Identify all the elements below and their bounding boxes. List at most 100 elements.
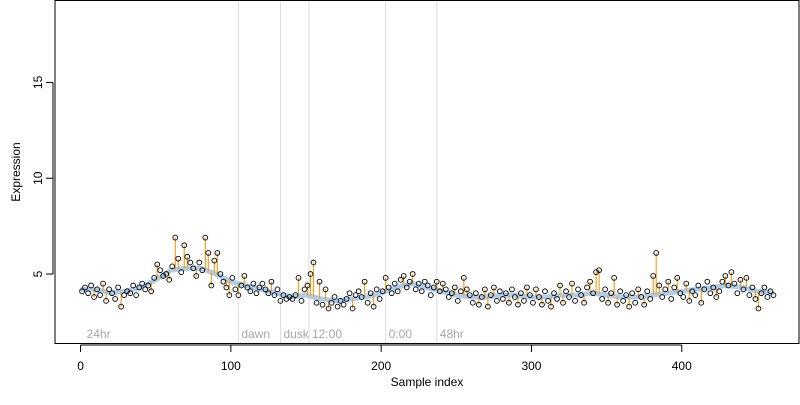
data-point-218 xyxy=(734,290,741,297)
data-point-158 xyxy=(554,296,560,302)
data-point-45 xyxy=(214,250,221,256)
data-point-83 xyxy=(328,299,335,306)
data-point-183 xyxy=(629,290,636,297)
data-point-156 xyxy=(548,303,554,310)
data-point-28 xyxy=(163,271,170,277)
data-point-197 xyxy=(671,284,678,291)
data-point-143 xyxy=(509,286,515,293)
data-point-38 xyxy=(193,273,200,279)
data-point-37 xyxy=(190,265,197,272)
data-point-152 xyxy=(536,294,542,300)
data-point-44 xyxy=(211,257,218,264)
x-tick-label-3: 300 xyxy=(521,359,541,373)
data-point-204 xyxy=(692,292,699,298)
data-point-29 xyxy=(166,276,173,283)
data-point-149 xyxy=(527,292,533,298)
data-point-225 xyxy=(755,305,762,312)
data-point-8 xyxy=(103,297,109,304)
data-point-90 xyxy=(349,305,356,312)
data-point-175 xyxy=(605,299,611,306)
data-point-40 xyxy=(199,267,206,274)
data-point-62 xyxy=(265,290,272,297)
data-point-151 xyxy=(533,286,539,293)
data-point-139 xyxy=(497,288,503,295)
data-point-0 xyxy=(79,288,85,295)
data-point-93 xyxy=(358,294,365,300)
data-point-53 xyxy=(238,282,245,289)
data-point-186 xyxy=(638,294,645,300)
data-point-81 xyxy=(322,286,329,293)
x-axis-title: Sample index xyxy=(391,375,464,389)
data-point-6 xyxy=(97,292,103,298)
data-point-96 xyxy=(367,290,374,297)
data-point-136 xyxy=(488,292,494,298)
data-point-206 xyxy=(698,299,705,306)
data-point-12 xyxy=(115,284,121,291)
data-point-39 xyxy=(196,259,203,266)
data-point-210 xyxy=(710,284,717,291)
data-point-74 xyxy=(301,286,308,293)
data-point-18 xyxy=(133,292,140,298)
data-point-108 xyxy=(403,284,410,291)
data-point-126 xyxy=(457,288,464,295)
data-point-214 xyxy=(722,273,729,279)
data-point-132 xyxy=(476,301,482,308)
data-point-223 xyxy=(749,284,756,291)
data-point-131 xyxy=(472,290,479,297)
data-point-73 xyxy=(298,297,305,304)
data-point-138 xyxy=(494,297,500,304)
data-point-157 xyxy=(551,290,557,297)
data-point-174 xyxy=(602,286,608,293)
data-point-144 xyxy=(512,294,518,300)
data-point-177 xyxy=(611,274,617,281)
data-points-layer xyxy=(79,234,777,312)
data-point-47 xyxy=(220,278,227,285)
data-point-173 xyxy=(599,296,605,302)
data-point-146 xyxy=(518,290,524,297)
data-point-133 xyxy=(479,294,485,300)
data-point-67 xyxy=(280,292,287,298)
data-point-161 xyxy=(563,288,569,295)
data-point-94 xyxy=(361,278,368,285)
data-point-98 xyxy=(373,286,380,293)
data-point-154 xyxy=(542,288,548,295)
data-point-120 xyxy=(439,280,446,287)
y-tick-label-1: 10 xyxy=(31,171,45,185)
data-point-105 xyxy=(394,288,401,295)
data-point-187 xyxy=(641,301,648,308)
data-point-13 xyxy=(118,303,124,310)
data-point-192 xyxy=(656,282,663,289)
data-point-56 xyxy=(247,288,254,295)
y-axis: 5 10 15 xyxy=(31,75,54,277)
data-point-25 xyxy=(154,261,161,268)
data-point-135 xyxy=(485,303,491,310)
data-point-82 xyxy=(325,305,332,312)
data-point-109 xyxy=(406,278,413,285)
data-point-134 xyxy=(482,286,488,293)
marker-label-3: 12:00 xyxy=(312,327,342,341)
data-point-42 xyxy=(205,250,212,256)
data-point-150 xyxy=(530,299,536,306)
residual-lines-layer xyxy=(93,237,760,309)
data-point-137 xyxy=(491,284,497,291)
data-point-11 xyxy=(112,296,118,302)
data-point-51 xyxy=(232,286,239,293)
data-point-160 xyxy=(560,299,566,306)
marker-label-5: 48hr xyxy=(440,327,464,341)
data-point-78 xyxy=(313,299,320,306)
data-point-216 xyxy=(728,269,735,275)
data-point-118 xyxy=(433,278,440,285)
data-point-119 xyxy=(436,288,443,295)
data-point-207 xyxy=(701,286,708,293)
data-point-124 xyxy=(451,284,458,291)
x-tick-label-2: 200 xyxy=(371,359,391,373)
data-point-5 xyxy=(94,286,100,293)
data-point-100 xyxy=(379,288,386,295)
data-point-211 xyxy=(713,294,720,300)
data-point-55 xyxy=(244,284,251,291)
data-point-76 xyxy=(307,271,314,277)
data-point-26 xyxy=(157,267,164,274)
data-point-14 xyxy=(121,292,127,298)
